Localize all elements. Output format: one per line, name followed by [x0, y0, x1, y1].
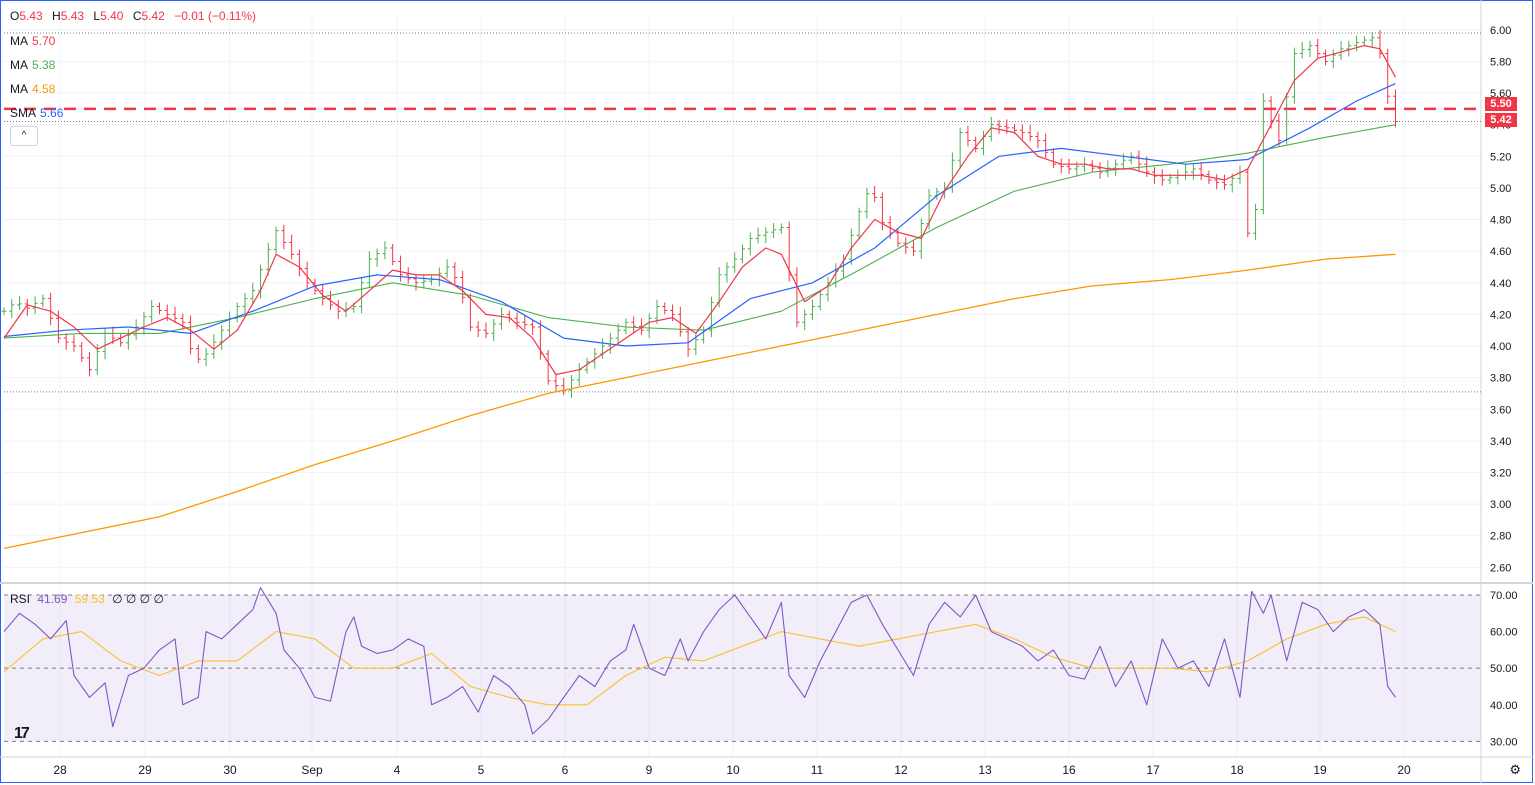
- series-ma-green: [3, 124, 1396, 339]
- x-tick-label: 28: [53, 763, 67, 777]
- y-tick-label: 3.20: [1490, 467, 1511, 479]
- y-tick-label: 3.80: [1490, 373, 1511, 385]
- indicator-legend[interactable]: MA 5.70 MA 5.38 MA 4.58 SMA 5.66: [10, 34, 67, 130]
- y-tick-label: 4.40: [1490, 278, 1511, 290]
- series-ma-red: [3, 45, 1397, 376]
- x-tick-label: 12: [894, 763, 908, 777]
- rsi-extra: ∅ ∅ ∅ ∅: [112, 592, 164, 606]
- indicator-value: 5.38: [32, 58, 56, 72]
- x-tick-label: 18: [1230, 763, 1244, 777]
- y-tick-label: 2.80: [1490, 531, 1511, 543]
- y-tick-label: 6.00: [1490, 25, 1511, 37]
- high-label: H: [52, 9, 61, 23]
- y-tick-label: 3.40: [1490, 436, 1511, 448]
- x-tick-label: 10: [726, 763, 740, 777]
- change-value: −0.01 (−0.11%): [174, 9, 257, 23]
- y-tick-label: 3.60: [1490, 404, 1511, 416]
- indicator-label: MA: [10, 34, 28, 48]
- rsi-value: 41.69: [37, 592, 68, 606]
- indicator-label: MA: [10, 82, 28, 96]
- low-label: L: [93, 9, 101, 23]
- indicator-value: 5.70: [32, 34, 56, 48]
- y-tick-label: 4.60: [1490, 246, 1511, 258]
- rsi-y-tick-label: 70.00: [1490, 590, 1518, 602]
- x-tick-label: 13: [978, 763, 992, 777]
- x-tick-label: Sep: [301, 763, 323, 777]
- indicator-label: MA: [10, 58, 28, 72]
- x-tick-label: 5: [478, 763, 485, 777]
- series-rsi-ma: [3, 616, 1396, 706]
- close-label: C: [132, 9, 142, 23]
- x-tick-label: 6: [562, 763, 569, 777]
- y-tick-label: 5.80: [1490, 56, 1511, 68]
- x-tick-label: 9: [646, 763, 653, 777]
- y-tick-label: 4.20: [1490, 309, 1511, 321]
- x-tick-label: 4: [394, 763, 401, 777]
- rsi-y-tick-label: 30.00: [1490, 736, 1518, 748]
- rsi-label: RSI: [10, 592, 31, 606]
- indicator-ma-green[interactable]: MA 5.38: [10, 58, 67, 82]
- price-badge-line: 5.50: [1485, 97, 1517, 111]
- gear-icon[interactable]: ⚙: [1509, 762, 1521, 777]
- y-tick-label: 5.20: [1490, 151, 1511, 163]
- y-tick-label: 4.00: [1490, 341, 1511, 353]
- x-tick-label: 29: [138, 763, 152, 777]
- chevron-up-icon: ^: [21, 130, 27, 141]
- close-value: 5.42: [141, 9, 165, 23]
- x-tick-label: 17: [1146, 763, 1160, 777]
- y-tick-label: 4.80: [1490, 215, 1511, 227]
- price-badge-line-value: 5.50: [1490, 98, 1512, 110]
- open-value: 5.43: [19, 9, 43, 23]
- tradingview-logo-icon[interactable]: 17: [14, 725, 30, 742]
- collapse-legend-button[interactable]: ^: [10, 126, 38, 146]
- indicator-sma-blue[interactable]: SMA 5.66: [10, 106, 67, 130]
- indicator-ma-red[interactable]: MA 5.70: [10, 34, 67, 58]
- high-value: 5.43: [60, 9, 85, 23]
- indicator-value: 5.66: [40, 106, 64, 120]
- rsi-ma-value: 59.53: [74, 592, 105, 606]
- rsi-y-tick-label: 50.00: [1490, 663, 1518, 675]
- y-tick-label: 3.00: [1490, 499, 1511, 511]
- x-tick-label: 16: [1062, 763, 1076, 777]
- y-tick-label: 2.60: [1490, 562, 1511, 574]
- rsi-legend[interactable]: RSI 41.69 59.53 ∅ ∅ ∅ ∅: [10, 592, 168, 606]
- series-rsi: [3, 587, 1396, 735]
- x-tick-label: 20: [1397, 763, 1411, 777]
- x-tick-label: 11: [811, 763, 824, 777]
- indicator-ma-orange[interactable]: MA 4.58: [10, 82, 67, 106]
- open-label: O: [10, 9, 20, 23]
- series-sma-blue: [3, 83, 1396, 347]
- rsi-y-tick-label: 60.00: [1490, 627, 1518, 639]
- indicator-label: SMA: [10, 106, 37, 120]
- x-tick-label: 19: [1313, 763, 1327, 777]
- ohlc-legend: O5.43 H5.43 L5.40 C5.42 −0.01 (−0.11%): [10, 9, 262, 23]
- x-tick-label: 30: [223, 763, 237, 777]
- rsi-y-tick-label: 40.00: [1490, 700, 1518, 712]
- series-ma-orange: [3, 253, 1396, 550]
- low-value: 5.40: [100, 9, 124, 23]
- y-tick-label: 5.00: [1490, 183, 1511, 195]
- indicator-value: 4.58: [32, 82, 56, 96]
- price-badge-last: 5.42: [1485, 113, 1517, 127]
- price-badge-last-value: 5.42: [1490, 114, 1512, 126]
